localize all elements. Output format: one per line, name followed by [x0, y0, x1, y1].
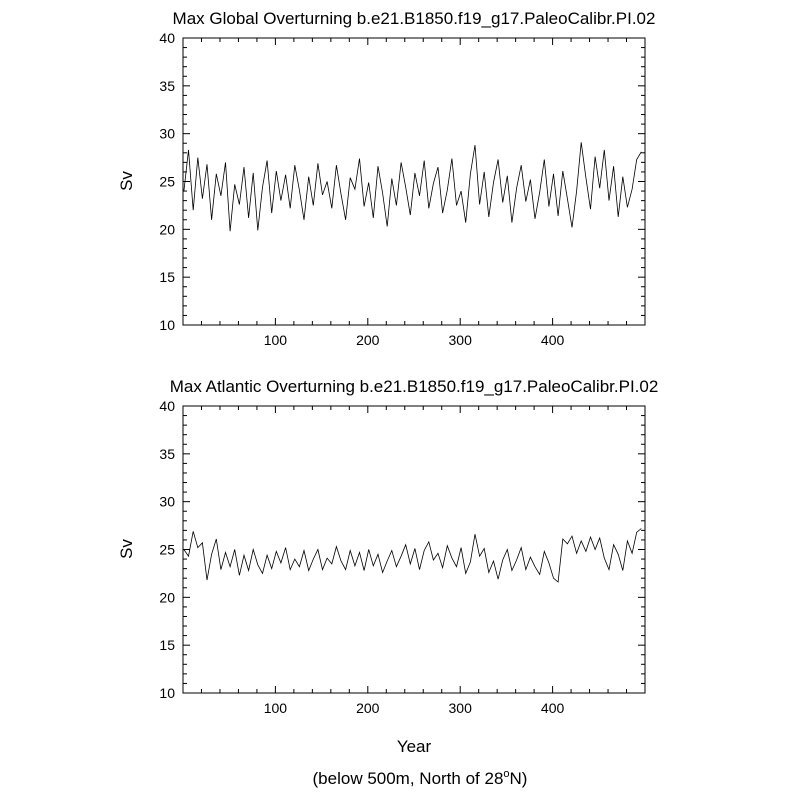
- x-tick-label: 300: [449, 700, 473, 716]
- x-tick-label: 200: [356, 332, 380, 348]
- y-tick-label: 35: [159, 78, 175, 94]
- x-tick-label: 100: [264, 332, 288, 348]
- y-tick-label: 25: [159, 174, 175, 190]
- y-tick-label: 40: [159, 398, 175, 414]
- plot-frame: [182, 37, 646, 326]
- x-axis-label: Year: [397, 737, 432, 756]
- y-axis-label: Sv: [117, 171, 136, 191]
- tick-marks: [183, 405, 645, 694]
- x-tick-label: 400: [541, 700, 565, 716]
- y-tick-label: 15: [159, 269, 175, 285]
- atlantic-overturning-panel: Max Atlantic Overturning b.e21.B1850.f19…: [117, 377, 658, 716]
- y-tick-label: 35: [159, 446, 175, 462]
- chart-title: Max Global Overturning b.e21.B1850.f19_g…: [173, 9, 656, 28]
- x-tick-label: 400: [541, 332, 565, 348]
- y-tick-label: 15: [159, 637, 175, 653]
- y-axis-label: Sv: [117, 539, 136, 559]
- y-tick-label: 30: [159, 494, 175, 510]
- y-tick-label: 10: [159, 317, 175, 333]
- x-tick-label: 100: [264, 700, 288, 716]
- series-line: [183, 142, 642, 232]
- x-tick-label: 200: [356, 700, 380, 716]
- y-tick-label: 30: [159, 126, 175, 142]
- footnote: (below 500m, North of 28oN): [313, 768, 528, 788]
- footnote-main: (below 500m, North of 28: [313, 769, 504, 788]
- x-tick-label: 300: [449, 332, 473, 348]
- tick-labels: 10 15 20 25 30 35 40 100 200 300 400: [159, 30, 564, 348]
- y-tick-label: 10: [159, 685, 175, 701]
- tick-labels: 10 15 20 25 30 35 40 100 200 300 400: [159, 398, 564, 716]
- y-tick-label: 20: [159, 589, 175, 605]
- y-tick-label: 20: [159, 221, 175, 237]
- plot-frame: [182, 405, 646, 694]
- global-overturning-panel: Max Global Overturning b.e21.B1850.f19_g…: [117, 9, 655, 348]
- chart-title: Max Atlantic Overturning b.e21.B1850.f19…: [170, 377, 659, 396]
- footnote-end: N): [510, 769, 528, 788]
- y-tick-label: 25: [159, 542, 175, 558]
- y-tick-label: 40: [159, 30, 175, 46]
- degree-superscript: o: [503, 768, 509, 780]
- series-line: [183, 528, 642, 583]
